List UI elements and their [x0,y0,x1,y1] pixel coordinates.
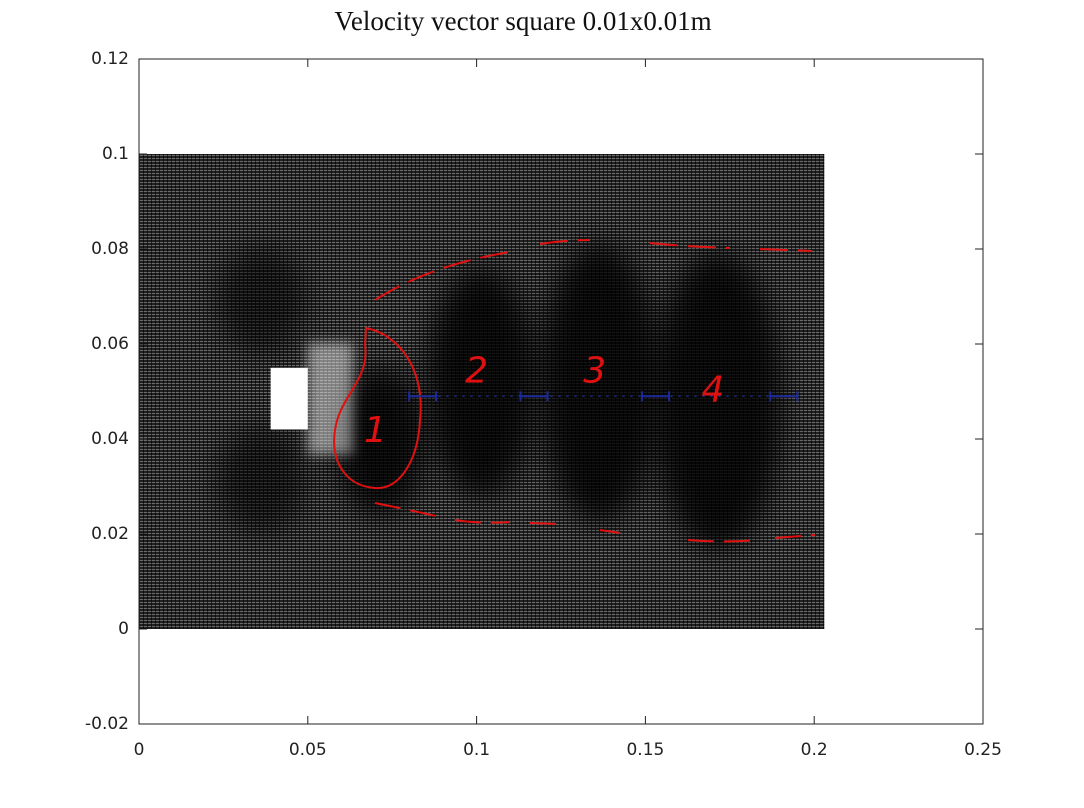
lower-envelope [374,502,816,543]
vortex-label: 4 [701,370,724,411]
vortex-label: 2 [465,351,488,392]
errorbar [408,391,438,402]
vortex [335,366,426,517]
upper-envelope [374,239,813,301]
x-tick-label: 0.1 [463,740,490,760]
obstacle [270,367,308,430]
vortex [652,251,783,552]
vortex-layer [270,242,783,552]
vortex-outline [333,326,422,490]
y-tick-label: 0.1 [102,144,129,164]
y-tick-label: 0.12 [91,49,129,69]
y-tick-label: 0 [118,619,129,639]
obstacle-glow [307,342,353,455]
shade [217,425,307,535]
vortex-label: 1 [364,410,387,451]
annotations: 1 2 3 4 [333,239,816,543]
x-tick-label: 0.25 [964,740,1002,760]
y-tick-label: -0.02 [85,714,129,734]
y-tick-label: 0.02 [91,524,129,544]
y-tick-label: 0.06 [91,334,129,354]
x-tick-label: 0.15 [626,740,664,760]
errorbar [769,391,799,402]
vortex-label: 3 [583,351,606,392]
errorbar [641,391,671,402]
errorbar [519,391,549,402]
y-tick-label: 0.08 [91,239,129,259]
chart-title: Velocity vector square 0.01x0.01m [334,6,711,36]
axes: 0 0.05 0.1 0.15 0.2 0.25-0.0200.020.040.060.0… [85,49,1002,760]
plot-frame [138,58,984,725]
x-tick-label: 0.2 [801,740,828,760]
wake-shading [217,245,307,535]
shade [217,245,307,355]
errorbar-layer [408,391,799,402]
vortex [539,242,660,523]
y-tick-label: 0.04 [91,429,129,449]
vortex [426,267,537,498]
x-tick-label: 0.05 [289,740,327,760]
x-tick-label: 0 [134,740,145,760]
